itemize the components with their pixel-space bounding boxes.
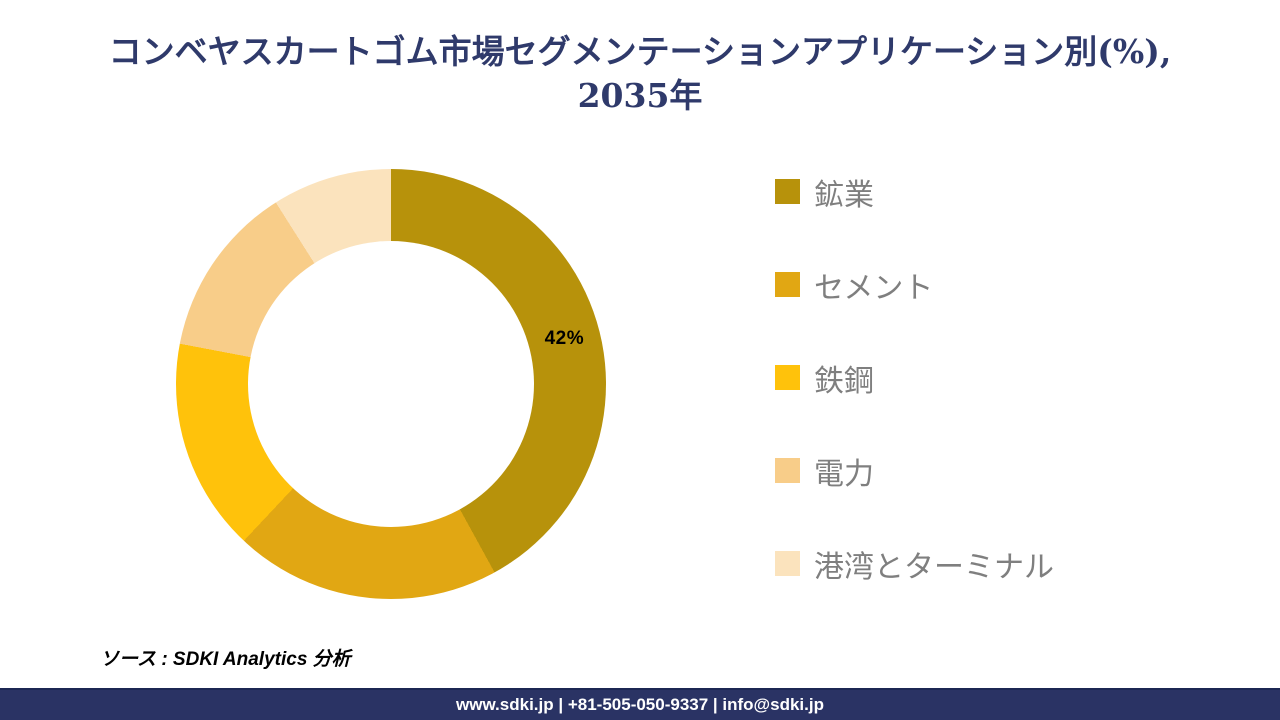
legend-swatch-icon <box>775 179 800 204</box>
footer-bar: www.sdki.jp | +81-505-050-9337 | info@sd… <box>0 688 1280 720</box>
chart-title-line1: コンベヤスカートゴム市場セグメンテーションアプリケーション別(%), <box>108 32 1172 71</box>
legend-swatch-icon <box>775 272 800 297</box>
legend-item-4: 港湾とターミナル <box>775 517 1054 610</box>
legend-item-2: 鉄鋼 <box>775 331 1054 424</box>
legend-swatch-icon <box>775 365 800 390</box>
donut-hole <box>248 241 534 527</box>
chart-title-line2: 2035年 <box>577 76 703 115</box>
legend-item-0: 鉱業 <box>775 145 1054 238</box>
donut-chart: 42% <box>176 169 606 599</box>
chart-title: コンベヤスカートゴム市場セグメンテーションアプリケーション別(%), 2035年 <box>30 30 1250 118</box>
chart-legend: 鉱業セメント鉄鋼電力港湾とターミナル <box>775 145 1054 610</box>
legend-label: 鉱業 <box>814 178 874 212</box>
legend-label: セメント <box>814 271 934 305</box>
legend-label: 電力 <box>814 457 874 491</box>
footer-contact-text: www.sdki.jp | +81-505-050-9337 | info@sd… <box>456 695 824 714</box>
legend-swatch-icon <box>775 551 800 576</box>
legend-label: 港湾とターミナル <box>814 550 1054 584</box>
legend-label: 鉄鋼 <box>814 364 874 398</box>
legend-item-1: セメント <box>775 238 1054 331</box>
legend-swatch-icon <box>775 458 800 483</box>
slice-data-label-0: 42% <box>544 328 585 350</box>
legend-item-3: 電力 <box>775 424 1054 517</box>
source-note: ソース : SDKI Analytics 分析 <box>100 649 351 670</box>
